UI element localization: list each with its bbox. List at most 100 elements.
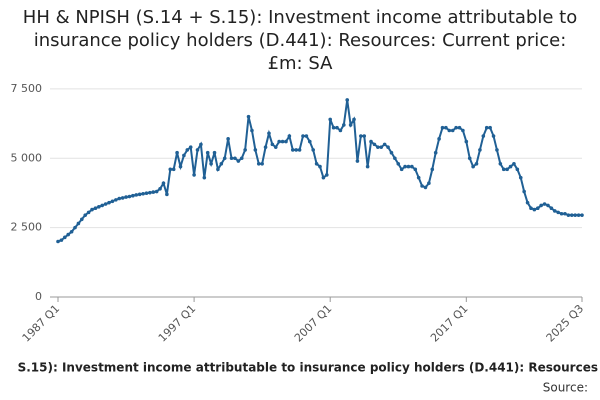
point	[137, 192, 142, 197]
point	[171, 167, 176, 172]
point	[86, 210, 91, 215]
point	[110, 199, 115, 204]
point	[382, 142, 387, 147]
point	[464, 139, 469, 144]
point	[396, 162, 401, 166]
point	[239, 156, 244, 161]
point	[505, 167, 509, 172]
y-tick-label: 5 000	[11, 151, 43, 164]
point	[362, 134, 367, 138]
point	[495, 148, 499, 152]
point	[219, 162, 224, 166]
point	[423, 185, 428, 190]
point	[515, 167, 520, 172]
point	[403, 164, 407, 169]
point	[522, 189, 526, 194]
point	[393, 156, 397, 161]
point	[433, 150, 438, 155]
point	[461, 128, 465, 133]
point	[345, 98, 350, 102]
point	[294, 148, 298, 152]
point	[478, 148, 482, 152]
point	[355, 159, 360, 163]
point	[134, 193, 139, 197]
point	[270, 142, 275, 147]
point	[175, 150, 179, 155]
point	[573, 213, 577, 217]
point	[158, 186, 162, 191]
point	[430, 167, 435, 172]
point	[440, 125, 445, 130]
point	[427, 181, 431, 186]
point	[165, 192, 169, 197]
point	[273, 145, 278, 149]
point	[552, 209, 557, 213]
point	[120, 196, 125, 200]
point	[131, 193, 135, 198]
point	[376, 145, 380, 149]
point	[437, 137, 441, 141]
point	[83, 213, 88, 217]
y-tick-label: 7 500	[11, 82, 43, 95]
point	[454, 125, 458, 130]
point	[328, 117, 333, 122]
point	[182, 153, 186, 158]
point	[369, 139, 373, 144]
point	[260, 162, 264, 166]
point	[556, 210, 560, 215]
point	[406, 164, 411, 169]
point	[457, 125, 462, 130]
point	[488, 125, 492, 130]
point	[226, 137, 230, 141]
point	[107, 200, 111, 205]
point	[229, 156, 234, 161]
point	[188, 145, 193, 149]
point	[501, 167, 506, 172]
point	[59, 238, 64, 242]
point	[161, 181, 166, 186]
point	[202, 175, 207, 180]
point	[365, 164, 370, 169]
point	[512, 162, 516, 166]
point	[90, 207, 94, 212]
point	[280, 139, 285, 144]
point	[342, 123, 346, 127]
point	[474, 162, 479, 166]
point	[325, 173, 329, 177]
point	[236, 159, 241, 163]
point	[209, 162, 213, 166]
point	[100, 203, 105, 208]
point	[359, 134, 363, 138]
point	[243, 148, 247, 152]
point	[566, 213, 571, 217]
point	[416, 175, 421, 180]
point	[321, 175, 326, 180]
point	[141, 191, 145, 196]
chart-title: HH & NPISH (S.14 + S.15): Investment inc…	[22, 7, 578, 74]
point	[532, 207, 537, 212]
point	[471, 164, 475, 169]
point	[154, 189, 159, 194]
point	[580, 213, 584, 217]
point	[250, 128, 254, 133]
point	[195, 148, 200, 152]
source: Source:	[543, 381, 588, 395]
point	[97, 205, 101, 209]
point	[66, 232, 71, 237]
point	[256, 162, 261, 166]
point	[263, 145, 268, 149]
point	[318, 164, 322, 169]
point	[233, 156, 237, 161]
point	[73, 225, 77, 230]
point	[76, 221, 81, 226]
point	[212, 150, 217, 155]
point	[546, 203, 550, 208]
point	[69, 229, 74, 234]
point	[444, 125, 448, 130]
point	[450, 128, 455, 133]
point	[80, 217, 84, 222]
point	[542, 202, 547, 206]
x-tick-label: 1987 Q1	[20, 302, 63, 345]
y-tick-label: 0	[35, 290, 42, 303]
